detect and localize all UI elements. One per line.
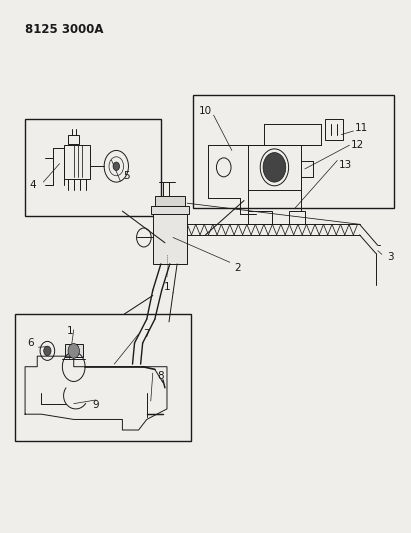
Text: 1: 1 xyxy=(164,281,170,292)
Circle shape xyxy=(263,152,286,182)
Bar xyxy=(151,206,189,214)
Bar xyxy=(289,211,305,224)
Bar xyxy=(15,314,191,441)
Text: 2: 2 xyxy=(235,263,241,272)
Text: 10: 10 xyxy=(199,106,212,116)
Text: 7: 7 xyxy=(143,329,150,339)
Text: 12: 12 xyxy=(351,140,364,150)
Bar xyxy=(25,119,161,216)
Bar xyxy=(65,344,83,357)
Text: 6: 6 xyxy=(27,338,34,348)
Text: 13: 13 xyxy=(339,160,352,169)
Bar xyxy=(248,145,301,190)
Text: 5: 5 xyxy=(123,171,130,181)
Bar xyxy=(325,119,343,140)
Text: 11: 11 xyxy=(355,123,368,133)
Bar xyxy=(69,135,79,144)
Bar xyxy=(153,214,187,264)
Circle shape xyxy=(113,162,120,171)
Text: 8: 8 xyxy=(157,370,164,381)
Text: 4: 4 xyxy=(30,180,37,190)
Text: 1: 1 xyxy=(66,326,73,336)
Text: 8125 3000A: 8125 3000A xyxy=(25,23,104,36)
Bar xyxy=(248,211,272,224)
Text: 9: 9 xyxy=(93,400,99,410)
Bar xyxy=(193,95,394,208)
Text: 3: 3 xyxy=(387,252,393,262)
Bar xyxy=(155,196,185,206)
Circle shape xyxy=(68,343,79,358)
Circle shape xyxy=(44,346,51,356)
Bar xyxy=(64,145,90,180)
